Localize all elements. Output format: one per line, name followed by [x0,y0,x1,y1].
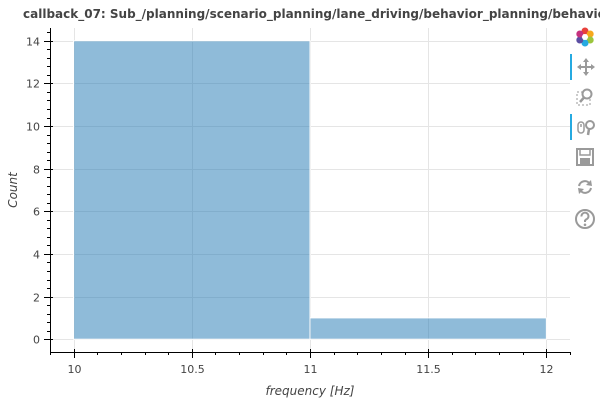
reset-icon [578,180,592,194]
reset-tool-button[interactable] [570,174,600,200]
save-tool-button[interactable] [570,144,600,170]
y-tick-label: 14 [26,36,40,49]
chart-title: callback_07: Sub_/planning/scenario_plan… [23,7,600,22]
y-axis-label: Count [6,171,20,208]
bars [73,40,547,340]
histogram-bar-1 [309,317,547,340]
y-tick-label: 8 [33,164,40,177]
x-axis-label: frequency [Hz] [266,384,355,398]
x-tick-label: 11.5 [416,363,441,376]
help-tool-button[interactable] [570,206,600,232]
box-zoom-icon [576,88,593,106]
axes: 10 10.5 11 11.5 12 0 2 4 6 8 10 12 14 [26,28,571,376]
pan-tool-button[interactable] [570,54,600,80]
x-tick-label: 10 [68,363,82,376]
wheel-zoom-tool-button[interactable] [570,114,600,140]
help-icon [575,209,595,229]
save-icon [576,148,594,166]
histogram-bar-0 [73,40,311,340]
x-tick-label: 10.5 [180,363,205,376]
bokeh-logo[interactable] [570,24,600,50]
box-zoom-tool-button[interactable] [570,84,600,110]
bokeh-logo-icon [576,27,594,47]
x-tick-label: 11 [304,363,318,376]
y-tick-label: 10 [26,121,40,134]
y-tick-label: 6 [33,206,40,219]
y-tick-label: 12 [26,78,40,91]
y-tick-label: 0 [33,334,40,347]
y-tick-label: 2 [33,292,40,305]
y-tick-label: 4 [33,249,40,262]
pan-icon [577,58,595,76]
wheel-zoom-icon [577,120,595,136]
x-tick-label: 12 [540,363,554,376]
